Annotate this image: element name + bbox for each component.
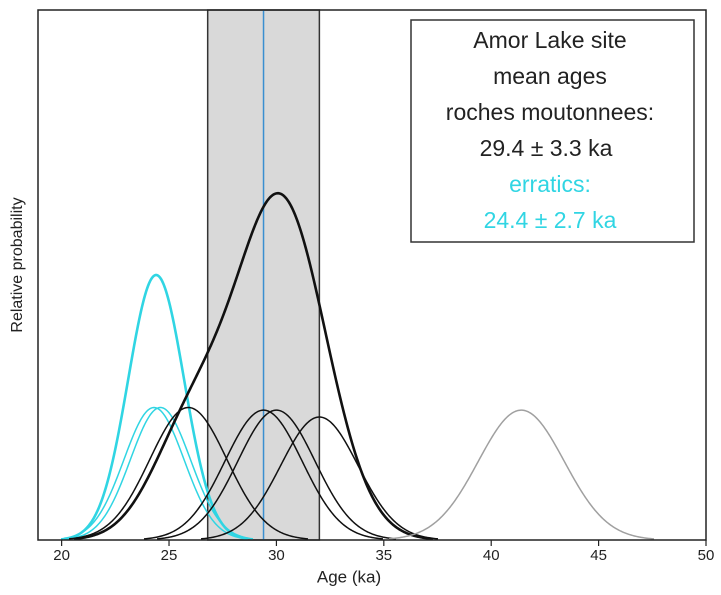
annotation-line: roches moutonnees: (446, 99, 654, 125)
annotation-line: Amor Lake site (473, 27, 626, 53)
annotation-line: erratics: (509, 171, 591, 197)
x-axis-label: Age (ka) (317, 567, 381, 586)
annotation-box (410, 19, 695, 243)
y-axis-label: Relative probability (9, 197, 26, 332)
density-curve (143, 409, 384, 540)
x-tick-label: 25 (161, 547, 178, 564)
density-curve (63, 273, 249, 541)
density-curve (68, 406, 309, 540)
density-curve (156, 409, 397, 540)
plot-frame (37, 9, 707, 541)
density-curve (73, 191, 434, 541)
annotation-line: mean ages (493, 63, 607, 89)
annotation-line: 29.4 ± 3.3 ka (480, 135, 613, 161)
x-tick-label: 35 (375, 547, 392, 564)
x-tick-label: 50 (698, 547, 715, 564)
density-curve (388, 409, 655, 540)
density-curve (60, 406, 248, 540)
x-tick-label: 45 (590, 547, 607, 564)
x-tick-label: 30 (268, 547, 285, 564)
x-tick-label: 20 (53, 547, 70, 564)
density-curve (200, 416, 439, 540)
x-tick-label: 40 (483, 547, 500, 564)
annotation-line: 24.4 ± 2.7 ka (484, 207, 617, 233)
